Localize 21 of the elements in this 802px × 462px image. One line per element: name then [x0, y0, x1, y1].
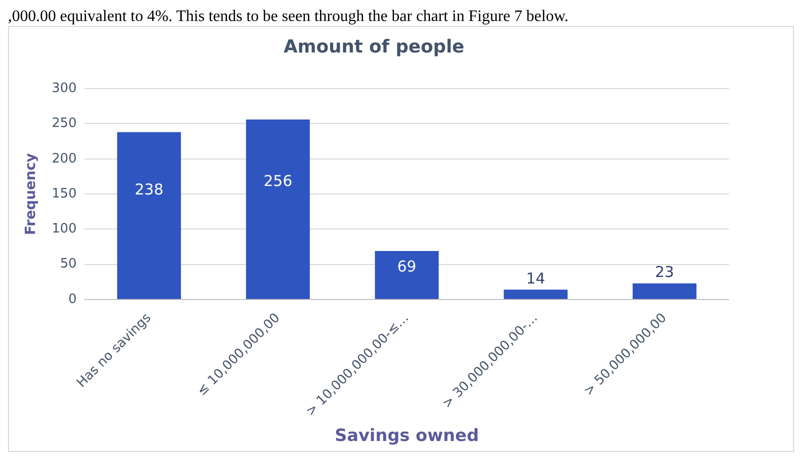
y-tick-label: 300	[52, 80, 77, 96]
data-label: 256	[264, 172, 292, 190]
y-tick-label: 200	[52, 151, 77, 166]
data-label: 238	[134, 180, 164, 198]
data-label: 14	[526, 270, 546, 288]
y-axis-title: Frequency	[23, 153, 40, 236]
bar	[632, 283, 696, 299]
data-label: 69	[397, 258, 416, 276]
y-tick-label: 150	[52, 186, 77, 202]
bar	[246, 120, 310, 299]
y-tick-label: 250	[52, 116, 77, 132]
x-axis-title: Savings owned	[334, 426, 479, 446]
bar	[374, 250, 439, 299]
chart-title: Amount of people	[284, 36, 464, 58]
bar	[117, 132, 181, 299]
y-tick-label: 50	[60, 256, 77, 272]
y-tick-label: 100	[52, 222, 77, 237]
y-tick-label: 0	[68, 292, 77, 307]
bar	[504, 290, 568, 299]
data-label: 23	[655, 263, 674, 282]
text: ,000.00 equivalent to 4%. This tends to be seen through the bar chart in Figure 7 below.	[8, 8, 570, 26]
